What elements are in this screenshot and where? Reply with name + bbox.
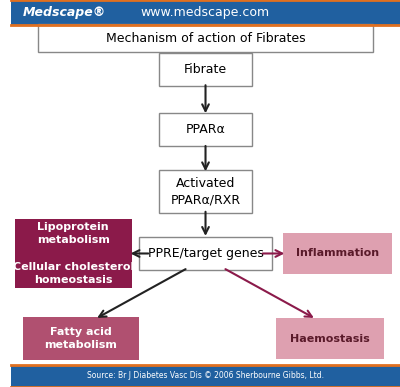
Text: Medscape®: Medscape® [23, 6, 106, 19]
FancyBboxPatch shape [159, 113, 252, 146]
Text: Fibrate: Fibrate [184, 63, 227, 76]
Text: Haemostasis: Haemostasis [290, 334, 370, 344]
FancyBboxPatch shape [276, 318, 384, 359]
Text: Source: Br J Diabetes Vasc Dis © 2006 Sherbourne Gibbs, Ltd.: Source: Br J Diabetes Vasc Dis © 2006 Sh… [87, 371, 324, 380]
Text: Activated
PPARα/RXR: Activated PPARα/RXR [170, 176, 240, 207]
Text: PPRE/target genes: PPRE/target genes [148, 247, 264, 260]
FancyBboxPatch shape [11, 0, 400, 25]
Text: PPARα: PPARα [186, 123, 225, 136]
FancyBboxPatch shape [159, 53, 252, 86]
Text: Fatty acid
metabolism: Fatty acid metabolism [45, 327, 118, 350]
FancyBboxPatch shape [38, 24, 373, 52]
FancyBboxPatch shape [283, 233, 392, 274]
Text: Lipoprotein
metabolism

Cellular cholesterol
homeostasis: Lipoprotein metabolism Cellular choleste… [13, 222, 134, 285]
Text: Mechanism of action of Fibrates: Mechanism of action of Fibrates [106, 32, 305, 45]
FancyBboxPatch shape [23, 317, 139, 360]
FancyBboxPatch shape [139, 237, 272, 270]
FancyBboxPatch shape [159, 170, 252, 213]
FancyBboxPatch shape [11, 365, 400, 387]
FancyBboxPatch shape [15, 219, 132, 288]
Text: www.medscape.com: www.medscape.com [141, 6, 270, 19]
Text: Inflammation: Inflammation [296, 248, 379, 259]
